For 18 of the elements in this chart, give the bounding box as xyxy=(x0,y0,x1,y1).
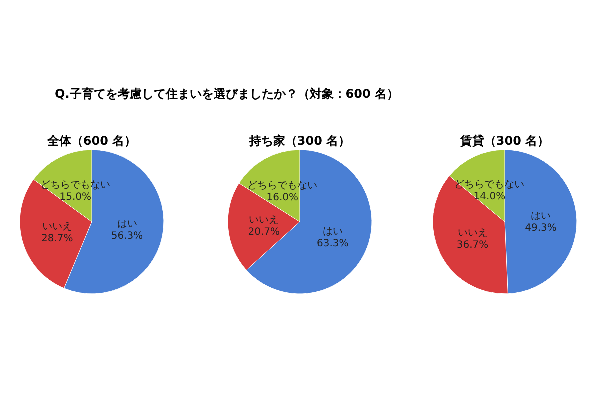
data-label: 16.0% xyxy=(266,192,299,204)
data-label: 36.7% xyxy=(456,240,489,252)
data-label: 28.7% xyxy=(41,234,74,245)
chart-title: 持ち家（300 名） xyxy=(248,134,351,148)
text: Q.子育てを考慮して住まいを選びましたか？（対象：600 名） xyxy=(55,87,399,101)
data-label: 15.0% xyxy=(60,192,92,203)
data-label: 20.7% xyxy=(248,227,280,238)
slice-label: はい xyxy=(530,211,551,222)
slice-label: はい xyxy=(322,226,343,238)
slice-label: いいえ xyxy=(42,222,72,233)
chart-title: 全体（600 名） xyxy=(46,134,137,148)
slice-label: いいえ xyxy=(458,228,488,240)
slice-label: いいえ xyxy=(249,215,280,226)
data-label: 49.3% xyxy=(525,223,557,234)
chart-title: 賃貸（300 名） xyxy=(459,134,550,148)
data-label: 56.3% xyxy=(111,231,144,242)
slice-label: はい xyxy=(117,219,138,230)
data-label: 63.3% xyxy=(317,238,349,250)
